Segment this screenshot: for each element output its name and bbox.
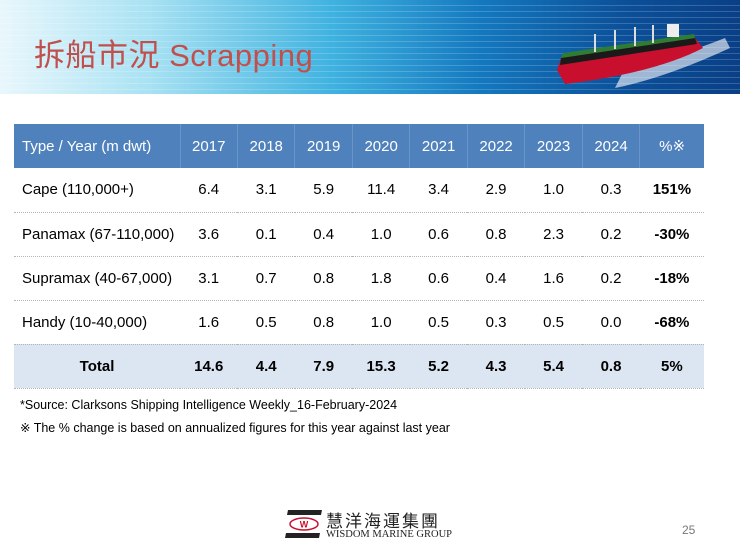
- value-cell: 2.9: [467, 168, 525, 213]
- value-cell: 0.1: [237, 212, 295, 257]
- value-cell: 6.4: [180, 168, 238, 213]
- value-cell: 1.6: [180, 300, 238, 345]
- table-header-row: Type / Year (m dwt) 2017 2018 2019 2020 2021 2…: [14, 124, 704, 168]
- value-cell: 11.4: [352, 168, 410, 213]
- ship-image: [557, 24, 730, 88]
- value-cell: 0.2: [582, 212, 640, 257]
- value-cell: 2.3: [524, 212, 583, 257]
- column-header: 2017: [180, 124, 238, 168]
- total-value-cell: 0.8: [582, 344, 640, 389]
- value-cell: 0.5: [237, 300, 295, 345]
- value-cell: 0.4: [294, 212, 353, 257]
- vessel-type-cell: Handy (10-40,000): [14, 300, 180, 345]
- table-row: Cape (110,000+) 6.4 3.1 5.9 11.4 3.4 2.9 1.0 0.3…: [14, 168, 704, 213]
- value-cell: 0.5: [409, 300, 468, 345]
- value-cell: 3.6: [180, 212, 238, 257]
- total-value-cell: 7.9: [294, 344, 353, 389]
- value-cell: 0.8: [467, 212, 525, 257]
- total-value-cell: 4.3: [467, 344, 525, 389]
- value-cell: 1.0: [352, 300, 410, 345]
- value-cell: 1.0: [524, 168, 583, 213]
- percent-change-cell: -30%: [639, 212, 704, 257]
- column-header: 2023: [524, 124, 583, 168]
- table-row: Handy (10-40,000) 1.6 0.5 0.8 1.0 0.5 0.3 0.5 0.…: [14, 300, 704, 345]
- value-cell: 0.7: [237, 256, 295, 301]
- total-value-cell: 4.4: [237, 344, 295, 389]
- value-cell: 1.8: [352, 256, 410, 301]
- value-cell: 3.4: [409, 168, 468, 213]
- percent-change-cell: -68%: [639, 300, 704, 345]
- column-header: %※: [639, 124, 704, 168]
- value-cell: 0.3: [467, 300, 525, 345]
- value-cell: 3.1: [180, 256, 238, 301]
- footnote: ※ The % change is based on annualized fi…: [20, 421, 450, 435]
- column-header: 2022: [467, 124, 526, 168]
- column-header: 2020: [352, 124, 411, 168]
- value-cell: 0.6: [409, 256, 468, 301]
- slide-title: 拆船市況 Scrapping: [34, 38, 314, 73]
- column-header: 2019: [294, 124, 353, 168]
- column-header: Type / Year (m dwt): [14, 124, 181, 168]
- value-cell: 0.5: [524, 300, 583, 345]
- total-value-cell: 14.6: [180, 344, 238, 389]
- value-cell: 0.6: [409, 212, 468, 257]
- total-label: Total: [14, 344, 180, 389]
- vessel-type-cell: Panamax (67-110,000): [14, 212, 180, 257]
- scrapping-table: Type / Year (m dwt) 2017 2018 2019 2020 2021 2…: [14, 124, 704, 389]
- table-row: Supramax (40-67,000) 3.1 0.7 0.8 1.8 0.6 0.4 1.…: [14, 256, 704, 301]
- column-header: 2018: [237, 124, 296, 168]
- page-number: 25: [682, 523, 696, 537]
- logo-chinese-name: 慧洋海運集團: [326, 512, 440, 532]
- total-value-cell: 5%: [639, 344, 704, 389]
- logo-mark: W: [300, 520, 309, 530]
- total-value-cell: 5.2: [409, 344, 468, 389]
- logo-english-name: WISDOM MARINE GROUP: [326, 529, 453, 540]
- column-header: 2021: [409, 124, 468, 168]
- value-cell: 0.8: [294, 256, 353, 301]
- company-logo-icon: W: [285, 510, 322, 538]
- total-value-cell: 15.3: [352, 344, 410, 389]
- total-value-cell: 5.4: [524, 344, 583, 389]
- value-cell: 5.9: [294, 168, 353, 213]
- table-row: Panamax (67-110,000) 3.6 0.1 0.4 1.0 0.6 0.8 2.…: [14, 212, 704, 257]
- vessel-type-cell: Supramax (40-67,000): [14, 256, 180, 301]
- value-cell: 0.4: [467, 256, 525, 301]
- value-cell: 0.3: [582, 168, 640, 213]
- total-row: Total 14.6 4.4 7.9 15.3 5.2 4.3 5.4 0.8 5%: [14, 344, 704, 389]
- vessel-type-cell: Cape (110,000+): [14, 168, 180, 213]
- value-cell: 0.2: [582, 256, 640, 301]
- source-note: *Source: Clarksons Shipping Intelligence…: [20, 398, 398, 412]
- value-cell: 3.1: [237, 168, 295, 213]
- column-header: 2024: [582, 124, 641, 168]
- header-banner: 拆船市況 Scrapping: [0, 0, 740, 94]
- percent-change-cell: 151%: [639, 168, 704, 213]
- value-cell: 0.0: [582, 300, 640, 345]
- percent-change-cell: -18%: [639, 256, 704, 301]
- value-cell: 1.0: [352, 212, 410, 257]
- value-cell: 1.6: [524, 256, 583, 301]
- value-cell: 0.8: [294, 300, 353, 345]
